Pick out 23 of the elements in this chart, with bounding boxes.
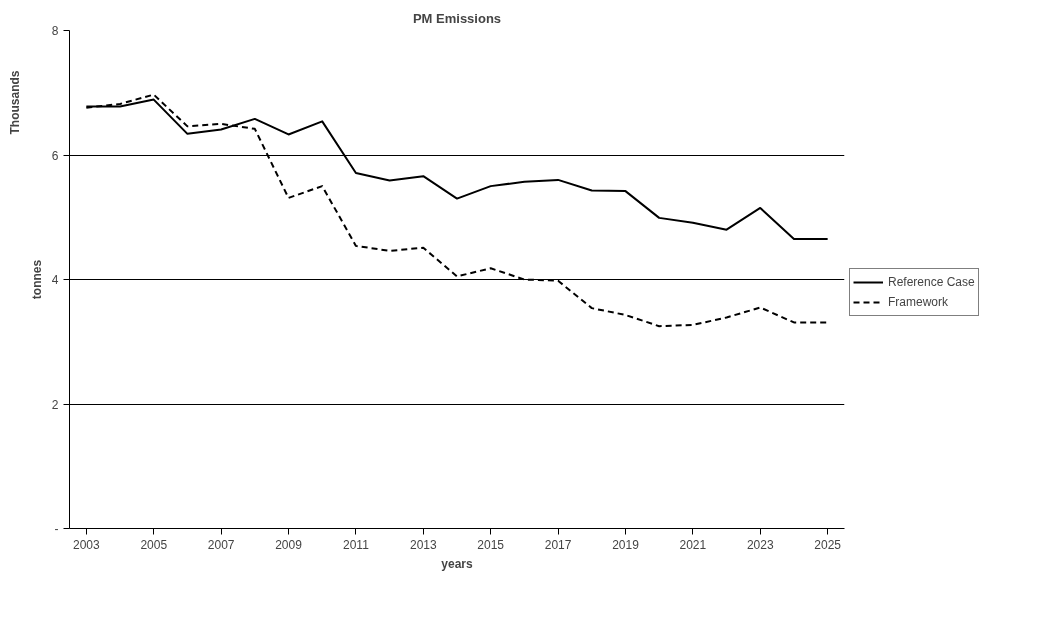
x-tick-label: 2025 — [814, 537, 842, 552]
x-tick-label: 2005 — [140, 537, 168, 552]
y-tick-label: 6 — [51, 148, 59, 163]
x-axis-title: years — [441, 556, 474, 571]
x-tick-label: 2013 — [409, 537, 437, 552]
legend-label: Framework — [888, 294, 949, 309]
x-tick-label: 2019 — [612, 537, 640, 552]
text: Thousands — [7, 70, 22, 135]
legend-label: Reference Case — [888, 274, 975, 289]
x-tick-label: 2023 — [746, 537, 774, 552]
x-tick-label: 2003 — [73, 537, 101, 552]
y-tick-label: 4 — [51, 273, 59, 287]
y-tick-label: 8 — [51, 24, 59, 38]
x-tick-label: 2011 — [343, 537, 370, 552]
y-tick-label: - — [54, 522, 59, 536]
chart-title: PM Emissions — [412, 10, 502, 26]
x-tick-label: 2015 — [477, 537, 505, 552]
y-tick-label: 2 — [51, 397, 59, 412]
y-axis-title: tonnes — [29, 259, 44, 300]
x-tick-label: 2009 — [275, 537, 303, 552]
x-tick-label: 2021 — [679, 537, 707, 552]
x-tick-label: 2007 — [207, 537, 235, 552]
x-tick-label: 2017 — [544, 537, 572, 552]
